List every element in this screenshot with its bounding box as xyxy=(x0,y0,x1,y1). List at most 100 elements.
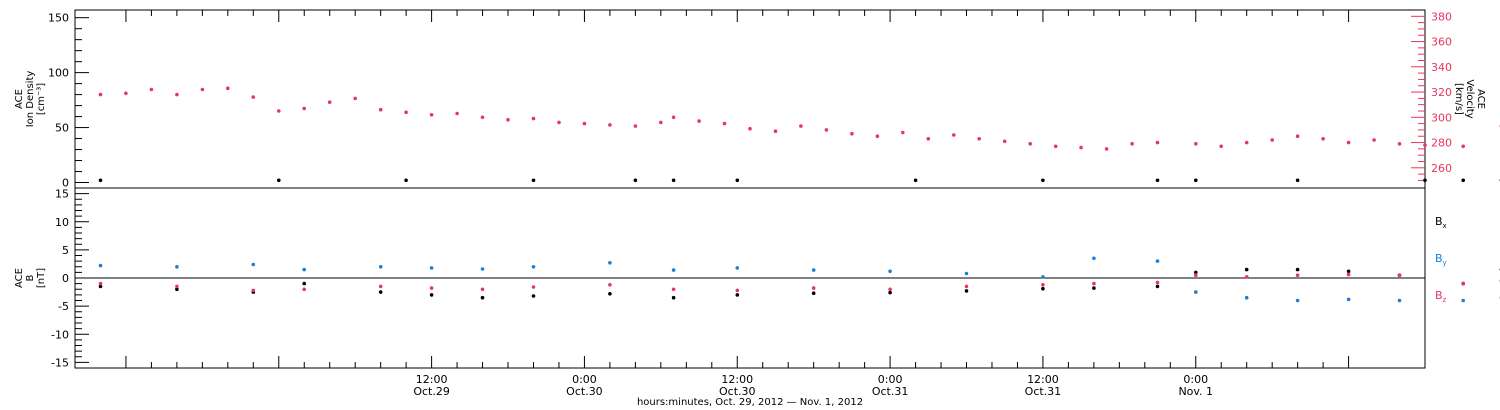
by-point xyxy=(98,263,103,268)
bfield-tick-label: 0 xyxy=(62,272,69,285)
by-point xyxy=(175,265,179,269)
by-point xyxy=(1155,259,1160,263)
velocity-point xyxy=(124,91,128,96)
bx-point xyxy=(1092,286,1096,290)
top-panel-frame xyxy=(74,9,1426,189)
bz-point xyxy=(251,288,256,293)
bx-point xyxy=(811,291,816,296)
ion-density-point xyxy=(277,178,281,183)
ion-density-title-line1: ACE xyxy=(14,89,25,109)
velocity-point xyxy=(671,115,676,120)
bz-point xyxy=(1295,273,1300,278)
velocity-axis-title: ACE Velocity [km/s] xyxy=(1453,79,1486,118)
velocity-point xyxy=(327,100,332,104)
by-point xyxy=(1346,297,1351,302)
bx-point xyxy=(378,290,383,294)
velocity-point xyxy=(659,120,663,125)
bz-point xyxy=(811,286,816,290)
velocity-point xyxy=(480,115,485,120)
by-point xyxy=(1244,295,1249,300)
velocity-tick-label: 360 xyxy=(1431,36,1452,49)
legend-bx: Bx xyxy=(1435,215,1447,230)
bx-point xyxy=(671,295,676,300)
velocity-point xyxy=(850,131,854,136)
by-point xyxy=(302,267,307,272)
ion-density-point xyxy=(1461,178,1465,183)
velocity-tick-label: 260 xyxy=(1431,162,1452,175)
velocity-point xyxy=(1346,140,1351,145)
ion-density-point xyxy=(1194,178,1198,183)
by-point xyxy=(251,262,256,267)
by-point xyxy=(964,271,969,276)
velocity-point xyxy=(98,92,103,97)
velocity-point xyxy=(608,123,612,127)
by-point xyxy=(1092,256,1096,261)
bz-point xyxy=(1346,272,1351,277)
time-tick-label: 12:00 xyxy=(416,373,448,386)
ion-density-point xyxy=(1041,178,1045,183)
bfield-tick-label: -10 xyxy=(51,328,69,341)
bz-point xyxy=(1244,275,1249,279)
bz-point xyxy=(98,281,103,286)
velocity-point xyxy=(277,109,281,113)
time-axis: 12:00Oct.290:00Oct.3012:00Oct.300:00Oct.… xyxy=(125,10,1350,398)
velocity-point xyxy=(1130,142,1134,146)
velocity-point xyxy=(506,118,510,122)
bz-point xyxy=(1397,273,1402,278)
bx-point xyxy=(608,292,612,296)
velocity-axis: 260 280 300 320 340 360 380 xyxy=(1411,10,1452,181)
date-tick-label: Oct.29 xyxy=(413,385,450,398)
date-tick-label: Oct.30 xyxy=(566,385,603,398)
legend-bx-sub: x xyxy=(1443,222,1447,230)
date-tick-label: Oct.31 xyxy=(872,385,909,398)
velocity-point xyxy=(1295,134,1300,138)
bx-point xyxy=(1155,284,1160,289)
by-point xyxy=(531,265,536,269)
bz-point xyxy=(378,284,383,289)
bz-point xyxy=(480,287,485,292)
by-point xyxy=(429,266,434,270)
velocity-point xyxy=(149,87,154,92)
bx-point xyxy=(98,284,103,289)
velocity-point xyxy=(697,119,701,123)
velocity-point xyxy=(977,137,981,141)
ion-density-point xyxy=(671,178,676,183)
velocity-point xyxy=(251,95,256,99)
by-point xyxy=(671,268,676,272)
density-tick-label: 100 xyxy=(48,67,69,80)
bx-point xyxy=(888,290,892,295)
velocity-point xyxy=(773,129,778,133)
time-tick-label: 0:00 xyxy=(1183,373,1208,386)
velocity-point xyxy=(1321,137,1325,141)
bz-point xyxy=(1041,283,1045,287)
density-tick-label: 50 xyxy=(55,122,69,135)
velocity-title-line1: ACE xyxy=(1475,89,1486,109)
bz-point xyxy=(175,284,179,289)
bfield-tick-label: 5 xyxy=(62,244,69,257)
magnetic-field-axis-title: ACE B [nT] xyxy=(14,268,47,288)
bz-point xyxy=(735,288,740,293)
magnetic-field-title-line2: B xyxy=(25,274,36,281)
density-tick-label: 150 xyxy=(48,12,69,25)
velocity-point xyxy=(1461,144,1465,149)
bx-point xyxy=(429,293,434,297)
magnetic-field-title-line3: [nT] xyxy=(36,268,47,288)
legend-bx-main: B xyxy=(1435,215,1443,228)
bx-point xyxy=(1194,270,1198,275)
by-point xyxy=(888,269,892,274)
velocity-point xyxy=(1104,147,1109,151)
velocity-point xyxy=(799,124,803,128)
bz-point xyxy=(1194,273,1198,278)
x-axis-label: hours:minutes, Oct. 29, 2012 — Nov. 1, 2… xyxy=(637,397,863,408)
bz-point xyxy=(608,283,612,287)
velocity-point xyxy=(824,128,829,132)
by-point xyxy=(1461,298,1465,303)
velocity-point xyxy=(1244,140,1249,145)
legend-bz-sub: z xyxy=(1443,296,1447,304)
time-tick-label: 0:00 xyxy=(572,373,597,386)
bx-point xyxy=(302,281,307,286)
velocity-point xyxy=(722,121,727,126)
velocity-point xyxy=(1002,139,1007,144)
bx-point xyxy=(480,295,485,300)
velocity-point xyxy=(1270,138,1274,142)
